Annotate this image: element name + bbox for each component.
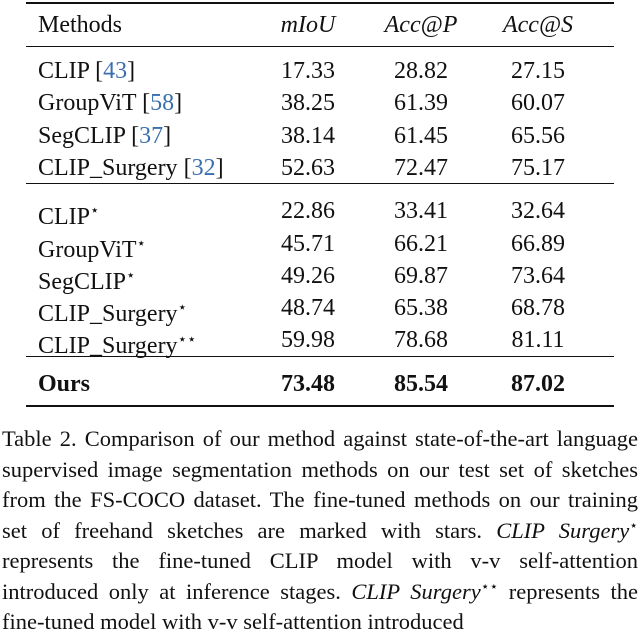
value-cell: 65.56 — [511, 122, 565, 149]
value-cell: 59.98 — [281, 327, 335, 354]
column-header: mIoU — [280, 12, 336, 38]
method-name: CLIP_Surgery — [38, 301, 178, 328]
value-cell: 73.48 — [281, 370, 335, 397]
citation: 43 — [103, 58, 128, 84]
value-cell: 45.71 — [281, 230, 335, 257]
star-mark: ⋆ — [90, 203, 100, 220]
caption-label: Table 2. — [2, 426, 77, 451]
value-cell: 66.89 — [511, 230, 565, 257]
value-cell: 61.45 — [394, 122, 448, 149]
star-mark: ⋆⋆ — [177, 332, 197, 349]
caption-italic: CLIP Surgery — [496, 517, 630, 543]
table-rule — [26, 46, 614, 48]
value-cell: 85.54 — [394, 370, 448, 397]
table-rule — [26, 183, 614, 185]
value-cell: 81.11 — [511, 327, 565, 354]
caption-text: represents the fine-tuned CLIP model wit… — [2, 548, 638, 604]
method-name: SegCLIP — [38, 122, 126, 149]
value-cell: 65.38 — [394, 295, 448, 322]
method-cell: SegCLIP⋆ — [38, 261, 135, 297]
citation: 58 — [150, 90, 175, 117]
method-cell: CLIP_Surgery [32] — [38, 154, 224, 181]
table-caption: Table 2. Comparison of our method agains… — [2, 424, 638, 638]
value-cell: 75.17 — [511, 154, 565, 181]
value-cell: 32.64 — [511, 198, 565, 225]
value-cell: 61.39 — [394, 90, 448, 117]
value-cell: 72.47 — [394, 154, 448, 181]
value-cell: 38.14 — [281, 122, 335, 149]
method-cell: GroupViT⋆ — [38, 229, 146, 265]
method-name: CLIP — [38, 204, 91, 231]
value-cell: 48.74 — [281, 295, 335, 322]
table-rule — [26, 2, 614, 4]
value-cell: 22.86 — [281, 198, 335, 225]
value-cell: 33.41 — [394, 198, 448, 225]
value-cell: 60.07 — [511, 90, 565, 117]
method-cell: Ours — [38, 369, 90, 399]
value-cell: 38.25 — [281, 90, 335, 117]
method-name: GroupViT — [38, 90, 137, 117]
citation: 32 — [191, 154, 216, 181]
value-cell: 68.78 — [511, 295, 565, 322]
value-cell: 69.87 — [394, 262, 448, 289]
value-cell: 49.26 — [281, 262, 335, 289]
results-table: Methods mIoU Acc@P Acc@S CLIP [43] 17.33 28.82… — [26, 2, 614, 407]
value-cell: 17.33 — [281, 58, 335, 84]
method-cell: CLIP [43] — [38, 58, 136, 84]
column-header: Methods — [38, 12, 122, 38]
column-header: Acc@P — [384, 12, 458, 38]
method-cell: GroupViT [58] — [38, 90, 183, 117]
caption-text: Comparison of our method against state-o… — [2, 426, 638, 543]
value-cell: 28.82 — [394, 58, 448, 84]
column-header: Acc@S — [502, 12, 574, 38]
value-cell: 73.64 — [511, 262, 565, 289]
method-name: GroupViT — [38, 236, 137, 263]
value-cell: 66.21 — [394, 230, 448, 257]
method-name: CLIP_Surgery — [38, 333, 178, 360]
table-rule — [26, 405, 614, 407]
table-rule — [26, 355, 614, 357]
method-cell: SegCLIP [37] — [38, 122, 172, 149]
value-cell: 78.68 — [394, 327, 448, 354]
method-cell: CLIP_Surgery⋆ — [38, 293, 187, 329]
value-cell: 52.63 — [281, 154, 335, 181]
method-cell: CLIP⋆ — [38, 196, 99, 232]
method-name: CLIP — [38, 58, 90, 84]
method-name: SegCLIP — [38, 268, 127, 295]
value-cell: 87.02 — [511, 370, 565, 397]
method-cell: CLIP_Surgery⋆⋆ — [38, 325, 196, 361]
star-mark: ⋆ — [126, 267, 136, 284]
star-mark: ⋆ — [177, 300, 187, 317]
caption-star: ⋆⋆ — [480, 579, 499, 595]
star-mark: ⋆ — [136, 235, 146, 252]
method-name: Ours — [38, 370, 91, 397]
value-cell: 27.15 — [511, 58, 565, 84]
citation: 37 — [139, 122, 164, 149]
caption-italic: CLIP Surgery — [351, 578, 481, 604]
caption-star: ⋆ — [629, 518, 638, 534]
method-name: CLIP_Surgery — [38, 154, 178, 181]
